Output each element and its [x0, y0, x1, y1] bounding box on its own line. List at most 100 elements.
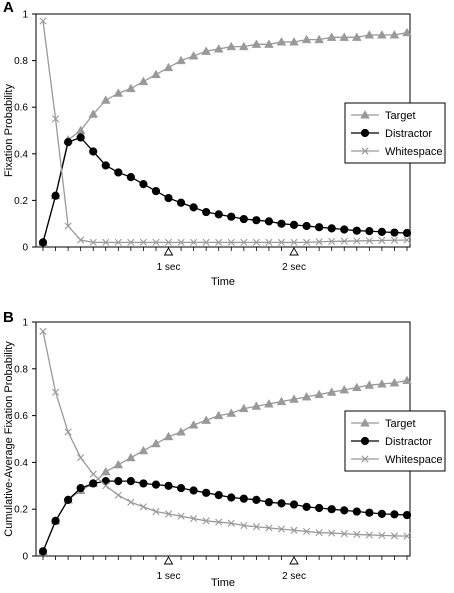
- data-point-whitespace: [227, 519, 235, 527]
- data-point-target: [163, 62, 174, 72]
- data-point-whitespace: [64, 428, 72, 436]
- data-point-distractor: [377, 227, 386, 236]
- legend-box: [344, 410, 446, 472]
- y-tick-label: 0.6: [14, 103, 28, 114]
- data-point-target: [226, 41, 237, 51]
- data-point-whitespace: [51, 388, 60, 396]
- legend-label-target: Target: [385, 418, 416, 430]
- data-point-distractor: [252, 216, 261, 225]
- data-point-target: [402, 375, 412, 385]
- data-point-distractor: [38, 238, 48, 247]
- data-point-target: [351, 382, 362, 392]
- data-point-distractor: [390, 510, 399, 519]
- data-point-distractor: [101, 161, 110, 170]
- data-point-whitespace: [252, 523, 260, 531]
- data-point-target: [364, 380, 375, 389]
- data-point-distractor: [352, 226, 361, 235]
- y-tick-label: 0.8: [14, 56, 28, 67]
- data-point-whitespace: [51, 115, 60, 123]
- data-point-target: [339, 384, 350, 394]
- data-point-whitespace: [290, 238, 298, 246]
- data-point-distractor: [277, 499, 286, 508]
- data-point-distractor: [202, 488, 211, 497]
- data-point-target: [301, 34, 312, 44]
- data-point-whitespace: [403, 532, 411, 540]
- data-point-distractor: [239, 214, 248, 224]
- data-point-target: [88, 109, 99, 118]
- data-point-whitespace: [177, 238, 185, 246]
- data-point-whitespace: [215, 238, 223, 246]
- data-point-distractor: [38, 547, 48, 556]
- data-point-distractor: [289, 500, 299, 509]
- data-point-whitespace: [302, 527, 311, 536]
- data-point-distractor: [352, 507, 361, 516]
- data-point-whitespace: [302, 238, 311, 246]
- y-axis-title: Fixation Probability: [3, 84, 15, 177]
- y-tick-label: 1: [22, 318, 28, 329]
- data-point-target: [339, 32, 350, 41]
- time-marker-icon: [289, 556, 299, 565]
- data-point-whitespace: [177, 512, 185, 520]
- data-point-target: [326, 32, 337, 41]
- time-marker-label: 2 sec: [282, 571, 306, 582]
- legend-label-distractor: Distractor: [385, 436, 432, 448]
- data-point-target: [377, 30, 387, 39]
- data-point-whitespace: [190, 514, 198, 523]
- data-point-whitespace: [265, 238, 273, 246]
- data-point-whitespace: [139, 503, 148, 511]
- legend-label-target: Target: [385, 110, 416, 122]
- data-point-whitespace: [127, 238, 135, 246]
- data-point-distractor: [390, 228, 399, 237]
- data-point-whitespace: [277, 238, 286, 246]
- data-point-distractor: [176, 198, 186, 207]
- x-axis-title: Time: [211, 577, 235, 589]
- data-point-whitespace: [328, 237, 336, 245]
- y-tick-label: 0.2: [14, 505, 28, 516]
- time-marker-label: 1 sec: [157, 571, 181, 582]
- data-point-whitespace: [252, 238, 260, 246]
- data-point-target: [314, 389, 324, 399]
- data-point-whitespace: [328, 529, 336, 537]
- data-point-target: [176, 427, 186, 436]
- y-tick-label: 0.8: [14, 364, 28, 375]
- data-point-whitespace: [390, 236, 399, 244]
- legend-marker-whitespace: [361, 455, 369, 463]
- data-point-target: [326, 387, 337, 396]
- data-point-target: [138, 76, 149, 86]
- data-point-whitespace: [340, 237, 348, 245]
- data-point-target: [238, 403, 249, 413]
- data-point-whitespace: [315, 238, 323, 246]
- data-point-target: [351, 32, 362, 41]
- data-point-target: [389, 377, 400, 387]
- data-point-distractor: [214, 491, 223, 500]
- panel-label: A: [3, 0, 14, 16]
- data-point-target: [264, 39, 274, 48]
- data-point-target: [264, 398, 274, 408]
- data-point-distractor: [365, 508, 374, 517]
- data-point-target: [113, 88, 124, 97]
- data-point-target: [276, 37, 287, 46]
- data-point-whitespace: [240, 521, 248, 530]
- data-point-distractor: [239, 494, 248, 503]
- data-point-whitespace: [39, 327, 47, 335]
- data-point-whitespace: [215, 518, 223, 526]
- panel-a: A 0 0.2 0.4 0.6 0.8 1 1 sec 2 sec Time Fixation Pr…: [3, 0, 446, 288]
- data-point-whitespace: [365, 237, 373, 245]
- legend-label-distractor: Distractor: [385, 128, 432, 140]
- time-marker-label: 2 sec: [282, 262, 306, 273]
- data-point-target: [377, 379, 387, 388]
- data-point-distractor: [189, 486, 198, 495]
- data-point-target: [314, 34, 324, 44]
- panel-label: B: [3, 309, 14, 326]
- data-point-whitespace: [277, 525, 286, 533]
- data-point-target: [289, 394, 299, 403]
- y-tick-label: 0: [22, 243, 28, 254]
- data-point-target: [151, 69, 161, 79]
- data-point-whitespace: [89, 470, 97, 478]
- data-point-whitespace: [127, 498, 135, 506]
- panel-b: B 0 0.2 0.4 0.6 0.8 1 1 sec 2 sec Time Cumulative-…: [3, 309, 446, 589]
- data-point-distractor: [402, 228, 412, 238]
- data-point-whitespace: [353, 530, 361, 539]
- data-point-target: [138, 445, 149, 455]
